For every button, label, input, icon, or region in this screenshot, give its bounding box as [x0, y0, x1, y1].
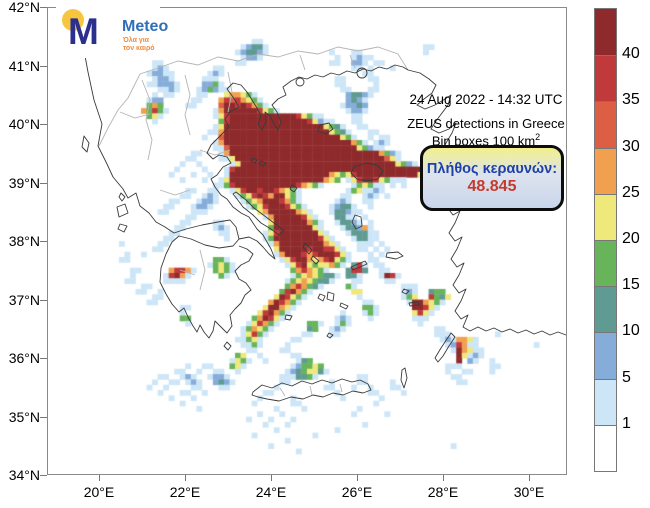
colorbar-segment — [595, 193, 616, 240]
lat-tick-mark — [40, 416, 47, 418]
bin-size-text: Bin boxes 100 km2 — [431, 132, 541, 149]
title-text: ZEUS detections in Greece — [407, 116, 565, 131]
logo-brand-text: Meteo — [122, 18, 169, 35]
lat-tick-mark — [40, 182, 47, 184]
colorbar-label: 5 — [622, 368, 631, 386]
colorbar-label: 10 — [622, 322, 640, 340]
colorbar-segment — [595, 147, 616, 194]
lon-tick-label: 20°E — [83, 484, 115, 500]
colorbar-segment — [595, 55, 616, 102]
lat-tick-mark — [40, 124, 47, 125]
badge-label: Πλήθος κεραυνών: — [426, 160, 558, 177]
logo-tagline: Όλα για τον καιρό — [123, 37, 155, 52]
colorbar-label: 30 — [622, 137, 640, 155]
lon-tick-mark — [357, 475, 358, 481]
lat-tick-label: 36°N — [8, 350, 40, 366]
colorbar-label: 40 — [622, 45, 640, 63]
admin-borders — [98, 46, 409, 397]
meteo-logo: M Meteo Όλα για τον καιρό — [56, 6, 168, 58]
lightning-count-badge: Πλήθος κεραυνών: 48.845 — [420, 145, 564, 211]
colorbar-segment — [595, 9, 616, 56]
colorbar-segment — [595, 286, 616, 333]
map-annotations: 24 Aug 2022 - 14:32 UTC ZEUS detections … — [400, 92, 572, 148]
colorbar-segment — [595, 424, 616, 471]
colorbar-segment — [595, 239, 616, 287]
lon-tick-label: 22°E — [169, 484, 201, 500]
lat-tick-label: 42°N — [8, 0, 40, 15]
lon-tick-mark — [271, 475, 272, 481]
colorbar-segment — [595, 101, 616, 148]
lon-tick-mark — [443, 475, 444, 481]
lon-tick-label: 24°E — [255, 484, 287, 500]
lat-tick-mark — [40, 475, 47, 476]
logo-sun-icon — [62, 9, 84, 31]
lat-tick-label: 34°N — [8, 467, 40, 483]
datetime-text: 24 Aug 2022 - 14:32 UTC — [409, 92, 563, 107]
lat-tick-mark — [40, 299, 47, 301]
coastline-paths — [77, 6, 567, 402]
lat-tick-label: 40°N — [8, 116, 40, 132]
logo-m-icon: M — [68, 11, 99, 52]
lon-tick-mark — [529, 475, 530, 481]
colorbar-segment — [595, 378, 616, 425]
lat-tick-label: 37°N — [8, 291, 40, 308]
lat-tick-mark — [40, 241, 47, 242]
lat-tick-mark — [40, 358, 47, 359]
colorbar-label: 20 — [622, 230, 640, 247]
lon-tick-label: 26°E — [341, 484, 373, 500]
lon-tick-mark — [99, 475, 100, 481]
colorbar-segment — [595, 332, 616, 379]
lat-tick-label: 38°N — [8, 233, 40, 249]
colorbar-label: 25 — [622, 183, 640, 201]
colorbar-legend — [594, 8, 617, 472]
lon-tick-label: 28°E — [427, 484, 459, 500]
lon-tick-label: 30°E — [513, 484, 545, 500]
colorbar-label: 1 — [622, 414, 631, 432]
lat-tick-label: 39°N — [8, 174, 40, 191]
colorbar-label: 35 — [622, 91, 640, 109]
lat-tick-mark — [40, 65, 47, 67]
colorbar-label: 15 — [622, 276, 640, 294]
lat-tick-label: 35°N — [8, 408, 40, 425]
badge-value: 48.845 — [467, 177, 517, 195]
lon-tick-mark — [185, 475, 186, 481]
lat-tick-label: 41°N — [8, 57, 40, 74]
lat-tick-mark — [40, 7, 47, 8]
